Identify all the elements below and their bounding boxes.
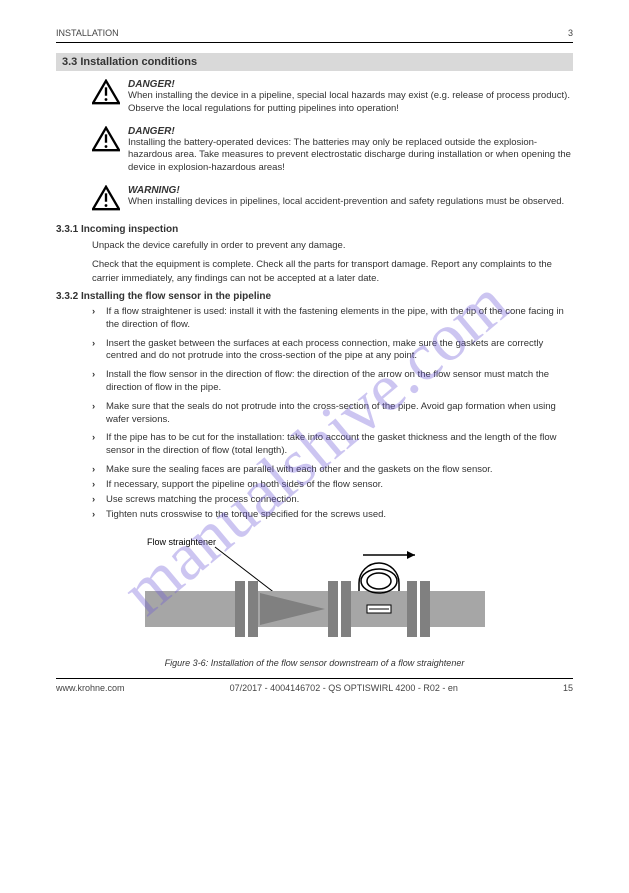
list-item-text: Tighten nuts crosswise to the torque spe… <box>106 509 386 522</box>
chevron-right-icon: › <box>92 306 106 332</box>
figure-caption: Figure 3-6: Installation of the flow sen… <box>135 658 495 668</box>
footer-left: www.krohne.com <box>56 683 125 693</box>
list-item: ›If a flow straightener is used: install… <box>92 306 573 332</box>
list-item: ›Insert the gasket between the surfaces … <box>92 338 573 364</box>
list-item: ›If necessary, support the pipeline on b… <box>92 479 573 492</box>
warning-triangle-icon <box>92 79 122 108</box>
paragraph: Unpack the device carefully in order to … <box>92 239 573 252</box>
chevron-right-icon: › <box>92 432 106 458</box>
footer-right: 15 <box>563 683 573 693</box>
list-item-text: Insert the gasket between the surfaces a… <box>106 338 573 364</box>
warning-danger-1: DANGER! When installing the device in a … <box>92 79 573 116</box>
diagram-label-straightener: Flow straightener <box>147 537 216 547</box>
chevron-right-icon: › <box>92 338 106 364</box>
warning-body: When installing the device in a pipeline… <box>128 90 573 116</box>
section-title: 3.3 Installation conditions <box>62 56 197 68</box>
warning-body: When installing devices in pipelines, lo… <box>128 196 564 209</box>
list-item: ›If the pipe has to be cut for the insta… <box>92 432 573 458</box>
installation-diagram: Flow straightener Figure 3-6: Installati… <box>135 531 495 668</box>
header-right: 3 <box>568 28 573 38</box>
warning-body: Installing the battery-operated devices:… <box>128 137 573 175</box>
list-item: ›Install the flow sensor in the directio… <box>92 369 573 395</box>
list-item-text: Make sure that the seals do not protrude… <box>106 401 573 427</box>
page-header: INSTALLATION 3 <box>56 28 573 42</box>
page-footer: www.krohne.com 07/2017 - 4004146702 - QS… <box>56 683 573 693</box>
header-left: INSTALLATION <box>56 28 119 38</box>
list-item-text: If a flow straightener is used: install … <box>106 306 573 332</box>
footer-center: 07/2017 - 4004146702 - QS OPTISWIRL 4200… <box>230 683 458 693</box>
warning-triangle-icon <box>92 185 122 214</box>
list-item: ›Use screws matching the process connect… <box>92 494 573 507</box>
subsection-heading-installing: 3.3.2 Installing the flow sensor in the … <box>56 291 573 302</box>
rule-bottom <box>56 678 573 679</box>
warning-triangle-icon <box>92 126 122 155</box>
list-item-text: If the pipe has to be cut for the instal… <box>106 432 573 458</box>
warning-label: WARNING! <box>128 185 564 196</box>
chevron-right-icon: › <box>92 509 106 522</box>
chevron-right-icon: › <box>92 464 106 477</box>
chevron-right-icon: › <box>92 479 106 492</box>
list-item: ›Make sure the sealing faces are paralle… <box>92 464 573 477</box>
chevron-right-icon: › <box>92 401 106 427</box>
subsection-heading-incoming: 3.3.1 Incoming inspection <box>56 224 573 235</box>
list-item: ›Make sure that the seals do not protrud… <box>92 401 573 427</box>
list-item: ›Tighten nuts crosswise to the torque sp… <box>92 509 573 522</box>
warning-general: WARNING! When installing devices in pipe… <box>92 185 573 214</box>
chevron-right-icon: › <box>92 494 106 507</box>
list-item-text: Use screws matching the process connecti… <box>106 494 299 507</box>
paragraph: Check that the equipment is complete. Ch… <box>92 258 573 285</box>
list-item-text: Make sure the sealing faces are parallel… <box>106 464 493 477</box>
warning-danger-2: DANGER! Installing the battery-operated … <box>92 126 573 175</box>
chevron-right-icon: › <box>92 369 106 395</box>
warning-label: DANGER! <box>128 126 573 137</box>
warning-label: DANGER! <box>128 79 573 90</box>
section-title-bar: 3.3 Installation conditions <box>56 53 573 71</box>
rule-top <box>56 42 573 43</box>
list-item-text: If necessary, support the pipeline on bo… <box>106 479 383 492</box>
list-item-text: Install the flow sensor in the direction… <box>106 369 573 395</box>
